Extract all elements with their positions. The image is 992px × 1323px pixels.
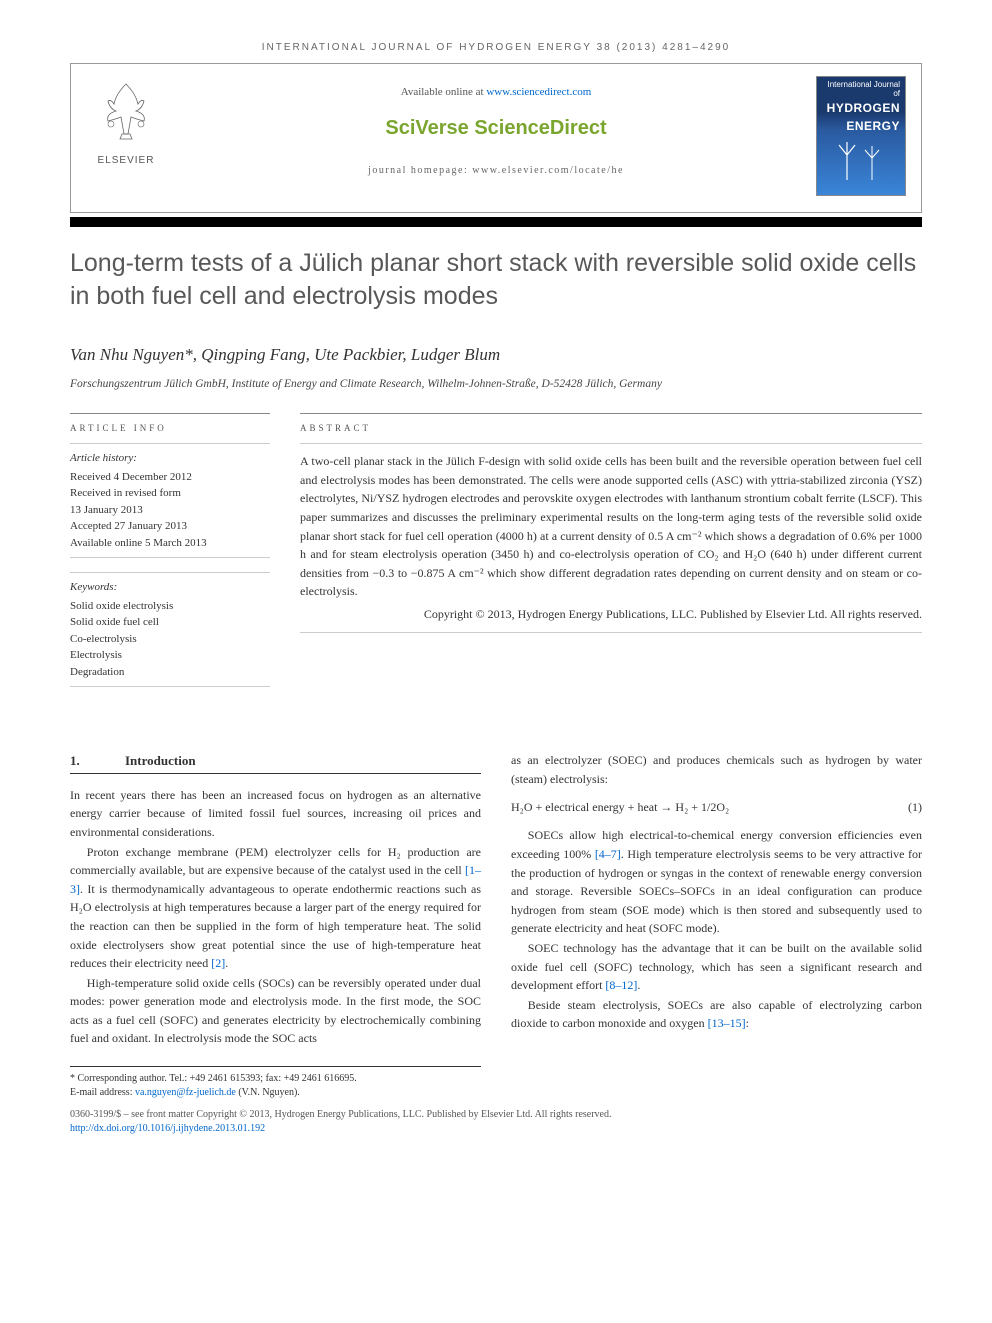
abstract-column: ABSTRACT A two-cell planar stack in the … [300,413,922,702]
paragraph: Proton exchange membrane (PEM) electroly… [70,843,481,973]
publisher-header-box: ELSEVIER International Journal of HYDROG… [70,63,922,213]
article-body: 1.Introduction In recent years there has… [70,751,922,1100]
history-label: Article history: [70,450,270,467]
article-info-heading: ARTICLE INFO [70,413,270,436]
cover-line2: HYDROGEN [817,99,905,117]
affiliation: Forschungszentrum Jülich GmbH, Institute… [70,376,922,393]
elsevier-logo: ELSEVIER [86,79,166,168]
history-line: 13 January 2013 [70,502,270,519]
email-line: E-mail address: va.nguyen@fz-juelich.de … [70,1086,481,1100]
available-online-text: Available online at www.sciencedirect.co… [186,84,806,101]
keyword: Electrolysis [70,647,270,664]
paragraph: as an electrolyzer (SOEC) and produces c… [511,751,922,788]
doi-link[interactable]: http://dx.doi.org/10.1016/j.ijhydene.201… [70,1123,265,1134]
article-history-block: Article history: Received 4 December 201… [70,443,270,558]
history-line: Accepted 27 January 2013 [70,518,270,535]
body-column-left: 1.Introduction In recent years there has… [70,751,481,1100]
paragraph: High-temperature solid oxide cells (SOCs… [70,974,481,1048]
keyword: Solid oxide fuel cell [70,614,270,631]
citation-link[interactable]: [2] [211,956,225,970]
keyword: Solid oxide electrolysis [70,598,270,615]
paragraph: Beside steam electrolysis, SOECs are als… [511,996,922,1033]
abstract-copyright: Copyright © 2013, Hydrogen Energy Public… [300,605,922,624]
keyword: Degradation [70,664,270,681]
journal-cover-thumbnail: International Journal of HYDROGEN ENERGY [816,76,906,196]
issn-line: 0360-3199/$ – see front matter Copyright… [70,1108,922,1122]
cover-turbine-icon [817,140,907,180]
authors-list: Van Nhu Nguyen*, Qingping Fang, Ute Pack… [70,342,922,368]
footnote-block: * Corresponding author. Tel.: +49 2461 6… [70,1066,481,1100]
history-line: Received in revised form [70,485,270,502]
sciverse-logo: SciVerse ScienceDirect [186,113,806,143]
citation-link[interactable]: [8–12] [605,978,637,992]
equation-1: H₂O + electrical energy + heat → H₂ + 1/… [511,798,922,816]
elsevier-label: ELSEVIER [86,153,166,168]
article-title: Long-term tests of a Jülich planar short… [70,247,922,312]
keyword: Co-electrolysis [70,631,270,648]
citation-link[interactable]: [13–15] [708,1016,746,1030]
abstract-heading: ABSTRACT [300,413,922,436]
divider-bar [70,217,922,227]
corresponding-author: * Corresponding author. Tel.: +49 2461 6… [70,1072,481,1086]
keywords-block: Keywords: Solid oxide electrolysis Solid… [70,572,270,687]
cover-line1: International Journal of [817,77,905,99]
citation-link[interactable]: [4–7] [595,847,621,861]
elsevier-tree-icon [96,79,156,144]
history-line: Available online 5 March 2013 [70,535,270,552]
section-heading-intro: 1.Introduction [70,751,481,774]
journal-homepage-link[interactable]: journal homepage: www.elsevier.com/locat… [186,163,806,178]
footer-copyright: 0360-3199/$ – see front matter Copyright… [70,1108,922,1136]
article-info-column: ARTICLE INFO Article history: Received 4… [70,413,270,702]
keywords-label: Keywords: [70,579,270,596]
body-column-right: as an electrolyzer (SOEC) and produces c… [511,751,922,1100]
sciencedirect-link[interactable]: www.sciencedirect.com [486,86,591,98]
cover-line3: ENERGY [817,117,905,135]
paragraph: SOECs allow high electrical-to-chemical … [511,826,922,938]
journal-reference: INTERNATIONAL JOURNAL OF HYDROGEN ENERGY… [70,40,922,55]
history-line: Received 4 December 2012 [70,469,270,486]
abstract-body: A two-cell planar stack in the Jülich F-… [300,443,922,632]
paragraph: In recent years there has been an increa… [70,786,481,842]
paragraph: SOEC technology has the advantage that i… [511,939,922,995]
email-link[interactable]: va.nguyen@fz-juelich.de [135,1087,236,1098]
